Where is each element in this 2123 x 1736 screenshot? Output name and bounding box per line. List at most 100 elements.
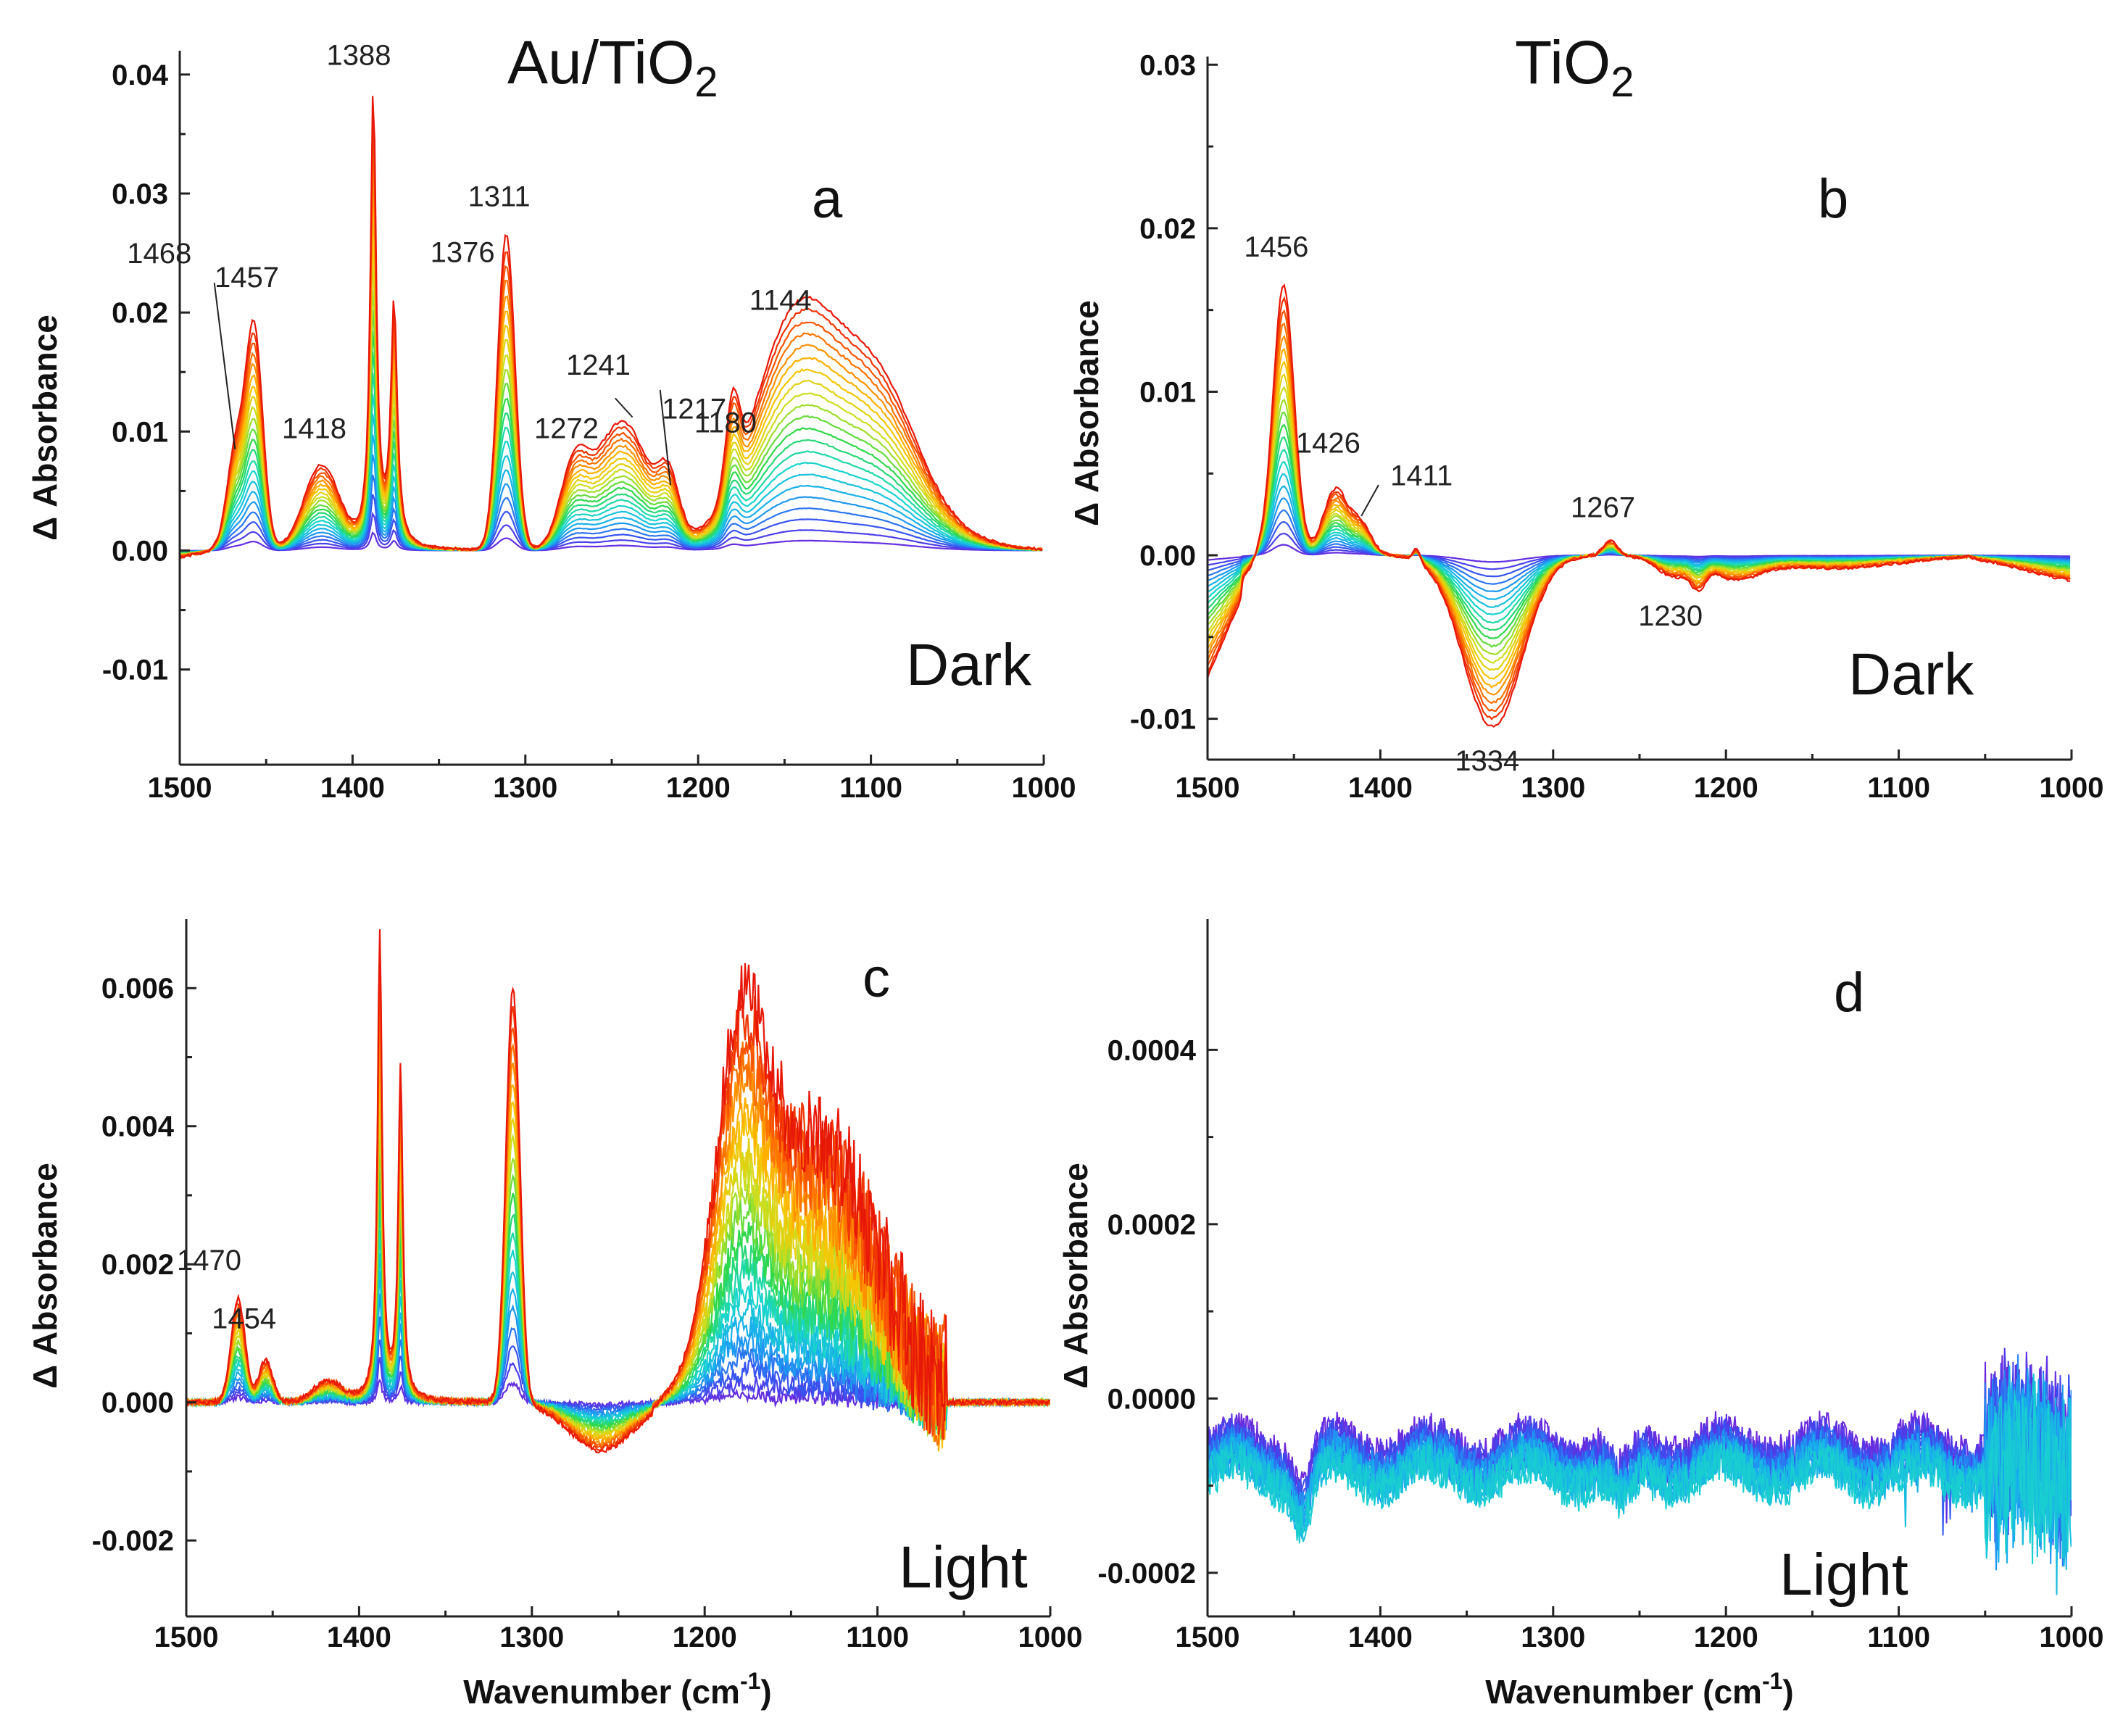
panel-c: 1500 1400 1300 1200 1100 1000 -0.002 0.000 0.002… [92,919,1083,1653]
y-tick-label: 0.04 [112,59,169,91]
spectrum-line [180,224,1043,557]
x-tick-label: 1400 [327,1621,391,1653]
y-tick-label: 0.000 [101,1387,174,1419]
spectrum-line [180,309,1043,556]
spectrum-line [180,162,1043,558]
y-tick-label: 0.01 [112,416,168,448]
x-tick-label: 1100 [846,1621,909,1653]
spectrum-line [180,204,1043,557]
peak-label: 1426 [1296,428,1360,460]
x-tick-label: 1000 [2040,1621,2104,1653]
spectrum-line [180,454,1043,553]
y-tick-label: -0.01 [102,655,168,686]
spectrum-line [180,531,1043,552]
spectrum-line [186,929,1050,1454]
spectra-group [1208,283,2071,728]
panel-b: 1500 1400 1300 1200 1100 1000 -0.01 0.00 0.01 0.0… [1130,49,2104,804]
x-tick-label: 1200 [1694,1621,1758,1653]
y-tick-label: 0.03 [112,178,168,210]
y-tick-label: -0.0002 [1097,1558,1196,1590]
y-tick-label: -0.01 [1130,704,1196,736]
condition-label: Light [1779,1542,1908,1608]
x-tick-label: 1500 [154,1621,219,1653]
spectrum-line [180,434,1043,554]
y-tick-label: 0.004 [101,1111,175,1143]
peak-label: 1418 [282,413,346,445]
leader-line [659,389,672,486]
y-tick-label: 0.03 [1139,49,1196,81]
leader-line [213,283,236,450]
x-tick-label: 1300 [1521,772,1585,804]
panel-letter: d [1834,962,1864,1023]
spectrum-line [180,267,1043,556]
y-tick-label: -0.002 [92,1525,174,1557]
spectrum-line [180,372,1043,555]
spectrum-line [180,474,1043,553]
peak-label: 1388 [327,39,391,71]
spectrum-line [180,394,1043,555]
spectrum-line [180,494,1043,552]
x-tick-label: 1100 [1867,1621,1930,1653]
x-tick-label: 1500 [148,772,212,804]
y-axis-label-b: Δ Absorbance [1068,300,1105,526]
peak-label: 1144 [749,284,812,316]
peak-label: 1456 [1244,231,1308,263]
spectrum-line [180,351,1043,555]
x-tick-label: 1400 [1348,1621,1413,1653]
condition-label: Dark [1848,641,1974,707]
y-tick-label: 0.00 [1139,540,1196,572]
spectra-group [186,929,1050,1454]
spectrum-line [180,331,1043,555]
x-axis-label-d: Wavenumber (cm-1) [1485,1668,1794,1711]
peak-label: 1334 [1455,745,1519,777]
panel-letter: a [812,168,843,230]
spectrum-line [1208,497,2071,593]
x-tick-label: 1200 [666,772,731,804]
spectrum-line [1208,448,2071,624]
peak-label: 1376 [431,236,495,268]
y-tick-label: 0.02 [1139,213,1196,245]
y-tick-label: 0.00 [112,536,168,568]
x-tick-label: 1200 [1694,772,1758,804]
condition-label: Dark [906,632,1032,698]
x-tick-label: 1400 [1348,772,1413,804]
peak-label: 1267 [1571,491,1635,523]
x-tick-label: 1300 [499,1621,564,1653]
y-axis-label-c: Δ Absorbance [26,1163,64,1389]
spectra-group [1208,1347,2072,1595]
panel-letter: c [863,947,890,1009]
peak-label: 1411 [1390,460,1453,492]
peak-label: 1272 [534,413,599,445]
peak-label: 1457 [215,262,279,294]
x-tick-label: 1000 [2040,772,2104,804]
spectrum-line [180,96,1043,559]
x-tick-label: 1500 [1176,772,1240,804]
x-tick-label: 1200 [673,1621,737,1653]
condition-label: Light [899,1534,1028,1600]
y-tick-label: 0.002 [101,1249,174,1281]
y-tick-label: 0.0000 [1108,1383,1196,1415]
spectrum-line [180,288,1043,555]
x-axis-label-c: Wavenumber (cm-1) [463,1668,772,1711]
x-tick-label: 1000 [1018,1621,1083,1653]
panel-letter: b [1818,168,1848,230]
panel-d: 1500 1400 1300 1200 1100 1000 -0.0002 0.0000 0.0… [1097,919,2103,1653]
spectrum-line [1208,347,2071,689]
spectrum-line [1208,485,2071,600]
x-tick-label: 1100 [839,772,902,804]
y-tick-label: 0.02 [112,297,168,329]
x-tick-label: 1000 [1012,772,1076,804]
y-tick-label: 0.0004 [1108,1034,1197,1066]
peak-label: 1454 [212,1303,276,1335]
x-tick-label: 1300 [1521,1621,1585,1653]
spectrum-line [180,116,1043,560]
peak-label: 1230 [1638,600,1703,632]
peak-label: 1241 [566,349,631,381]
y-tick-label: 0.01 [1139,376,1196,408]
y-tick-label: 0.006 [101,973,174,1005]
spectrum-line [1208,1383,2072,1565]
spectra-group [180,96,1043,560]
panel-a: 1500 1400 1300 1200 1100 1000 -0.01 0.00 0.01 0.0… [102,39,1076,804]
title-left: Au/TiO2 [507,28,718,106]
